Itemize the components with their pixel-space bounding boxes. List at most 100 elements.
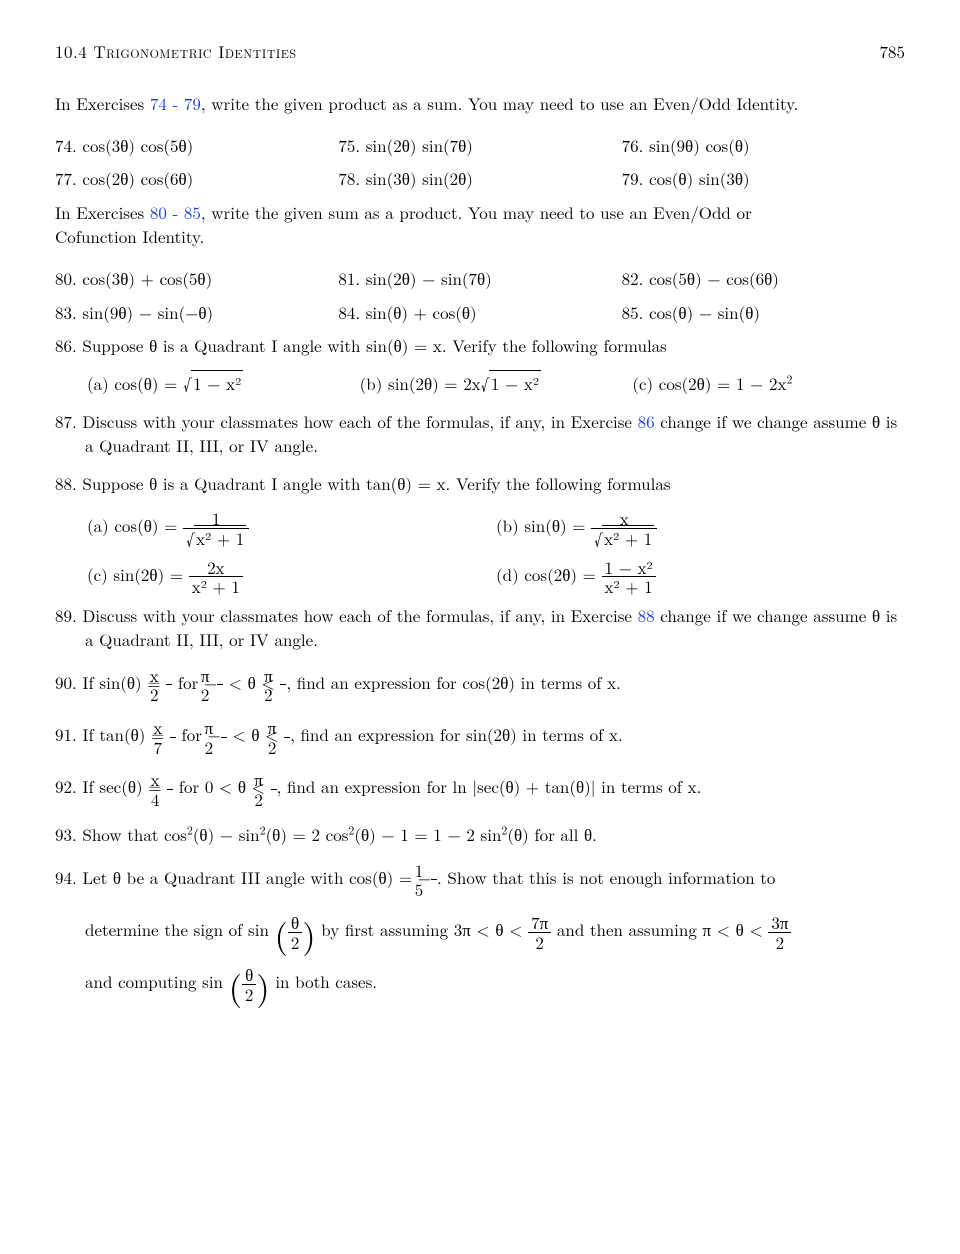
den: x² + 1: [183, 529, 249, 548]
frac: 7π2: [528, 913, 551, 951]
num: 79.: [622, 166, 644, 190]
radicand: x² + 1: [194, 525, 246, 550]
text: Suppose θ is a Quadrant I angle with sin…: [82, 333, 666, 357]
label: (b) sin(2θ) = 2x: [360, 371, 481, 395]
ex-83: 83. sin(9θ) − sin(−θ): [55, 301, 338, 325]
num: 93.: [55, 822, 77, 846]
frac: 1 − x²x² + 1: [602, 558, 656, 596]
radicand: 1 − x²: [489, 370, 541, 395]
sqrt-icon: 1 − x²: [481, 372, 541, 396]
den: x² + 1: [189, 577, 243, 596]
text: In Exercises: [55, 200, 150, 224]
num: 89.: [55, 603, 77, 627]
ex-88a: (a) cos(θ) = 1x² + 1: [87, 509, 496, 547]
ex-94-cont2: and computing sin (θ2) in both cases.: [85, 965, 905, 1003]
ex-88: 88. Suppose θ is a Quadrant I angle with…: [85, 472, 905, 496]
frac: 1x² + 1: [183, 509, 249, 547]
page-header: 10.4 Trigonometric Identities 785: [55, 40, 905, 64]
text: and then assuming π < θ <: [551, 917, 768, 941]
ex-86: 86. Suppose θ is a Quadrant I angle with…: [85, 334, 905, 358]
num: 85.: [622, 300, 644, 324]
expr: sin(9θ) cos(θ): [649, 133, 750, 157]
ex-86a: (a) cos(θ) = 1 − x²: [87, 372, 360, 396]
ex-88c: (c) sin(2θ) = 2xx² + 1: [87, 558, 496, 596]
num: 84.: [338, 300, 360, 324]
num: 76.: [622, 133, 644, 157]
ex-74: 74. cos(3θ) cos(5θ): [55, 134, 338, 158]
text: In Exercises: [55, 91, 150, 115]
ex-82: 82. cos(5θ) − cos(6θ): [622, 267, 905, 291]
expr: cos(3θ) + cos(5θ): [82, 266, 212, 290]
text: Discuss with your classmates how each of…: [82, 409, 637, 433]
expr: cos(2θ) cos(6θ): [82, 166, 193, 190]
sqrt-icon: x² + 1: [186, 529, 246, 548]
den: 2: [768, 933, 791, 952]
ex-78: 78. sin(3θ) sin(2θ): [338, 167, 621, 191]
frac: 3π2: [768, 913, 791, 951]
ex-79: 79. cos(θ) sin(3θ): [622, 167, 905, 191]
expr: cos(3θ) cos(5θ): [82, 133, 193, 157]
ex-94: 94. Let θ be a Quadrant III angle with c…: [85, 861, 905, 899]
frac: θ2: [242, 965, 257, 1003]
text: (θ) − 1 = 1 − 2 sin: [354, 822, 501, 846]
ex-76: 76. sin(9θ) cos(θ): [622, 134, 905, 158]
den: 2: [288, 933, 303, 952]
frac: 2xx² + 1: [189, 558, 243, 596]
num: 90.: [55, 670, 77, 694]
expr: cos(5θ) − cos(6θ): [649, 266, 779, 290]
ex-90: 90. If sin(θ) = x2 for −π2 < θ < π2, fin…: [85, 666, 905, 704]
sqrt-icon: x² + 1: [594, 529, 654, 548]
expr: sin(θ) + cos(θ): [366, 300, 477, 324]
ex-88d: (d) cos(2θ) = 1 − x²x² + 1: [496, 558, 905, 596]
ex-81: 81. sin(2θ) − sin(7θ): [338, 267, 621, 291]
sup: 2: [786, 372, 792, 388]
text: (θ) − sin: [193, 822, 260, 846]
ex-80: 80. cos(3θ) + cos(5θ): [55, 267, 338, 291]
den: x² + 1: [591, 529, 657, 548]
text: Cofunction Identity.: [55, 224, 204, 248]
num: 74.: [55, 133, 77, 157]
label: (d) cos(2θ) =: [496, 562, 602, 586]
label: (c) sin(2θ) =: [87, 562, 189, 586]
expr: cos(θ) sin(3θ): [649, 166, 750, 190]
num: 86.: [55, 333, 77, 357]
num: 80.: [55, 266, 77, 290]
radicand: x² + 1: [602, 525, 654, 550]
text: (θ) = 2 cos: [266, 822, 349, 846]
label: (a) cos(θ) =: [87, 513, 183, 537]
label: (a) cos(θ) =: [87, 371, 183, 395]
num: 87.: [55, 409, 77, 433]
den: 2: [242, 985, 257, 1004]
ex-89: 89. Discuss with your classmates how eac…: [85, 604, 905, 652]
ex-93: 93. Show that cos2(θ) − sin2(θ) = 2 cos2…: [85, 823, 905, 847]
ex-94-cont1: determine the sign of sin (θ2) by first …: [85, 913, 905, 951]
expr: cos(θ) − sin(θ): [649, 300, 760, 324]
ex-84: 84. sin(θ) + cos(θ): [338, 301, 621, 325]
text: Discuss with your classmates how each of…: [82, 603, 637, 627]
ex-88-row1: (a) cos(θ) = 1x² + 1 (b) sin(θ) = xx² + …: [87, 509, 905, 547]
text: determine the sign of sin: [85, 917, 269, 941]
num: 75.: [338, 133, 360, 157]
sqrt-icon: 1 − x²: [183, 372, 243, 396]
text: Show that cos: [82, 822, 186, 846]
text: Suppose θ is a Quadrant I angle with tan…: [82, 471, 670, 495]
ref: 86: [638, 409, 655, 433]
expr: sin(2θ) − sin(7θ): [366, 266, 492, 290]
frac: θ2: [288, 913, 303, 951]
ex-85: 85. cos(θ) − sin(θ): [622, 301, 905, 325]
ex-88-row2: (c) sin(2θ) = 2xx² + 1 (d) cos(2θ) = 1 −…: [87, 558, 905, 596]
ex-86b: (b) sin(2θ) = 2x 1 − x²: [360, 372, 633, 396]
ex-86-parts: (a) cos(θ) = 1 − x² (b) sin(2θ) = 2x 1 − …: [87, 372, 905, 396]
expr: sin(2θ) sin(7θ): [366, 133, 473, 157]
ex-row-4: 83. sin(9θ) − sin(−θ) 84. sin(θ) + cos(θ…: [55, 301, 905, 325]
num: 83.: [55, 300, 77, 324]
ex-86c: (c) cos(2θ) = 1 − 2x2: [632, 372, 905, 396]
range-80-85: 80 - 85: [150, 200, 201, 224]
text: for −: [172, 670, 217, 694]
text: . Show that this is not enough informati…: [437, 864, 775, 888]
radicand: 1 − x²: [191, 370, 243, 395]
text: for −: [176, 722, 221, 746]
text: , find an expression for ln |sec(θ) + ta…: [277, 774, 702, 798]
expr: sin(3θ) sin(2θ): [366, 166, 473, 190]
section-title: 10.4 Trigonometric Identities: [55, 40, 297, 64]
